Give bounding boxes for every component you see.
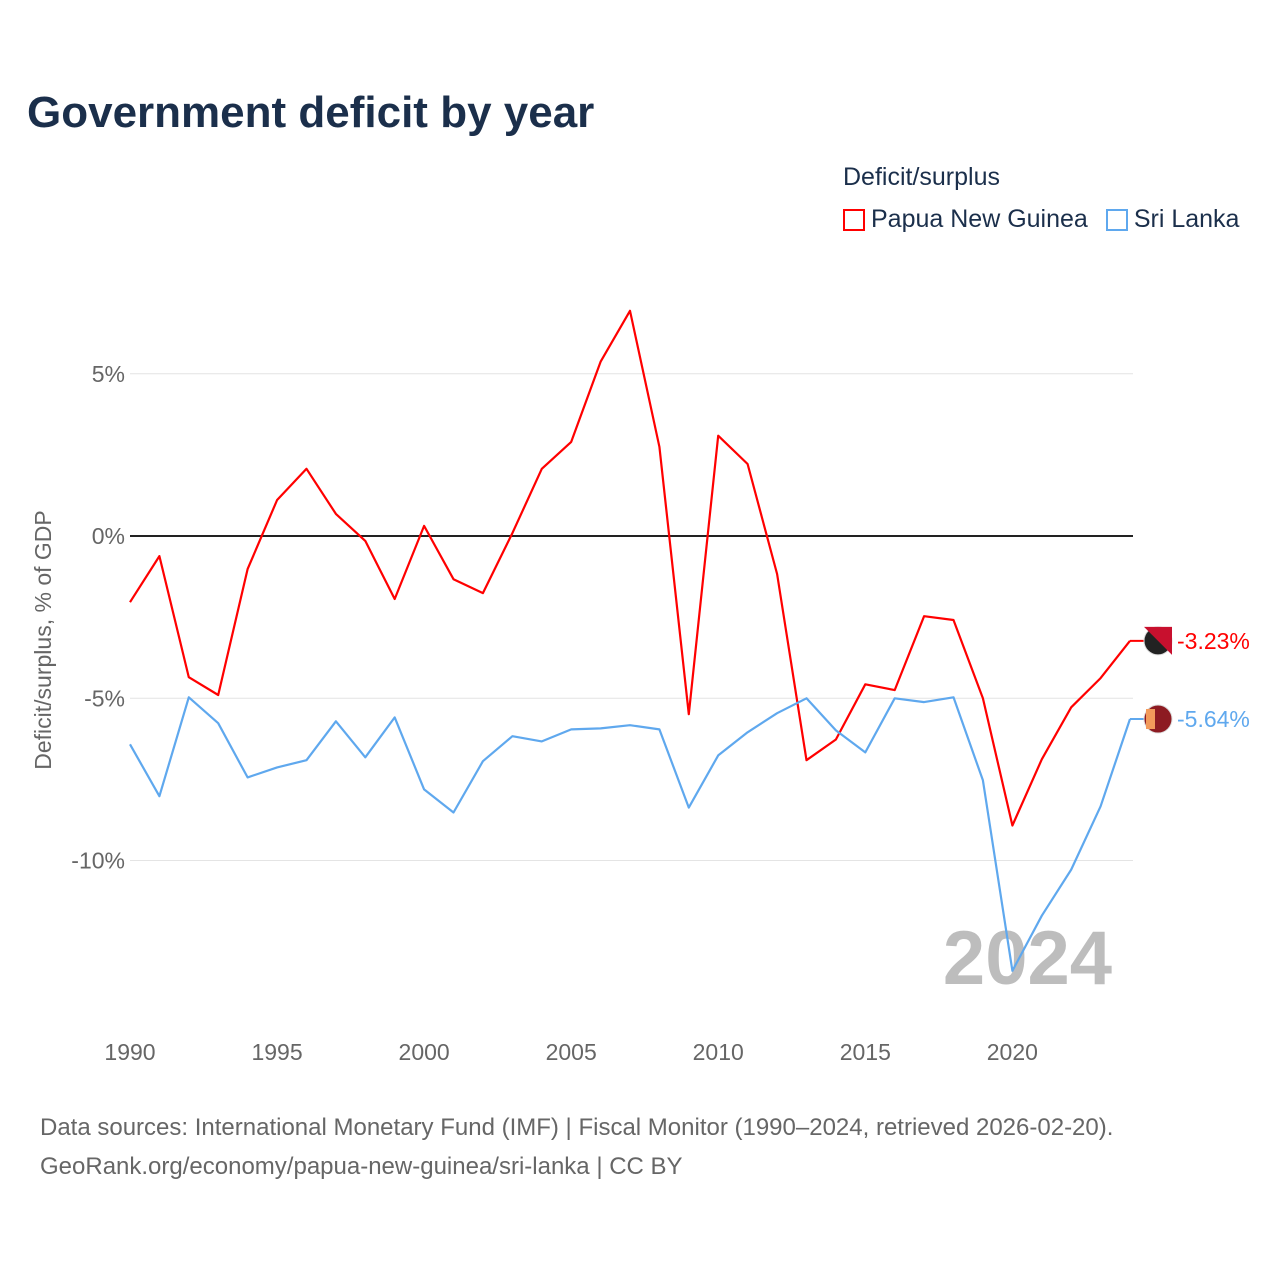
end-value-label: -3.23% (1177, 628, 1250, 654)
source-note: Data sources: International Monetary Fun… (40, 1114, 1114, 1141)
legend-swatch (1105, 208, 1128, 231)
footer: Data sources: International Monetary Fun… (40, 1108, 1113, 1186)
y-tick-label: 0% (92, 523, 125, 549)
x-tick-label: 1995 (251, 1039, 302, 1065)
year-watermark: 2024 (943, 916, 1112, 1001)
x-tick-label: 2000 (399, 1039, 450, 1065)
x-tick-label: 2020 (987, 1039, 1038, 1065)
y-tick-label: -5% (84, 685, 125, 711)
y-axis-label: Deficit/surplus, % of GDP (30, 510, 56, 769)
flag-part (1144, 626, 1172, 655)
x-tick-label: 2005 (546, 1039, 597, 1065)
x-tick-label: 1990 (104, 1039, 155, 1065)
y-tick-label: -10% (71, 848, 125, 874)
chart-title: Government deficit by year (27, 88, 595, 137)
legend-item-sri-lanka[interactable]: Sri Lanka (1105, 205, 1240, 234)
legend-label: Papua New Guinea (871, 205, 1088, 233)
y-tick-label: 5% (92, 361, 125, 387)
legend-label: Sri Lanka (1133, 205, 1240, 233)
legend: Papua New Guinea Sri Lanka (843, 205, 1239, 234)
series-line-sri-lanka (129, 696, 1132, 972)
flag-part (1146, 709, 1155, 730)
legend-swatch (843, 208, 865, 231)
legend-item-papua-new-guinea[interactable]: Papua New Guinea (843, 205, 1088, 234)
series-line-papua-new-guinea (129, 309, 1131, 827)
legend-title: Deficit/surplus (843, 163, 1000, 191)
x-tick-label: 2015 (840, 1039, 891, 1065)
source-url: GeoRank.org/economy/papua-new-guinea/sri… (40, 1153, 683, 1180)
x-tick-label: 2010 (693, 1039, 744, 1065)
end-value-label: -5.64% (1177, 706, 1250, 732)
